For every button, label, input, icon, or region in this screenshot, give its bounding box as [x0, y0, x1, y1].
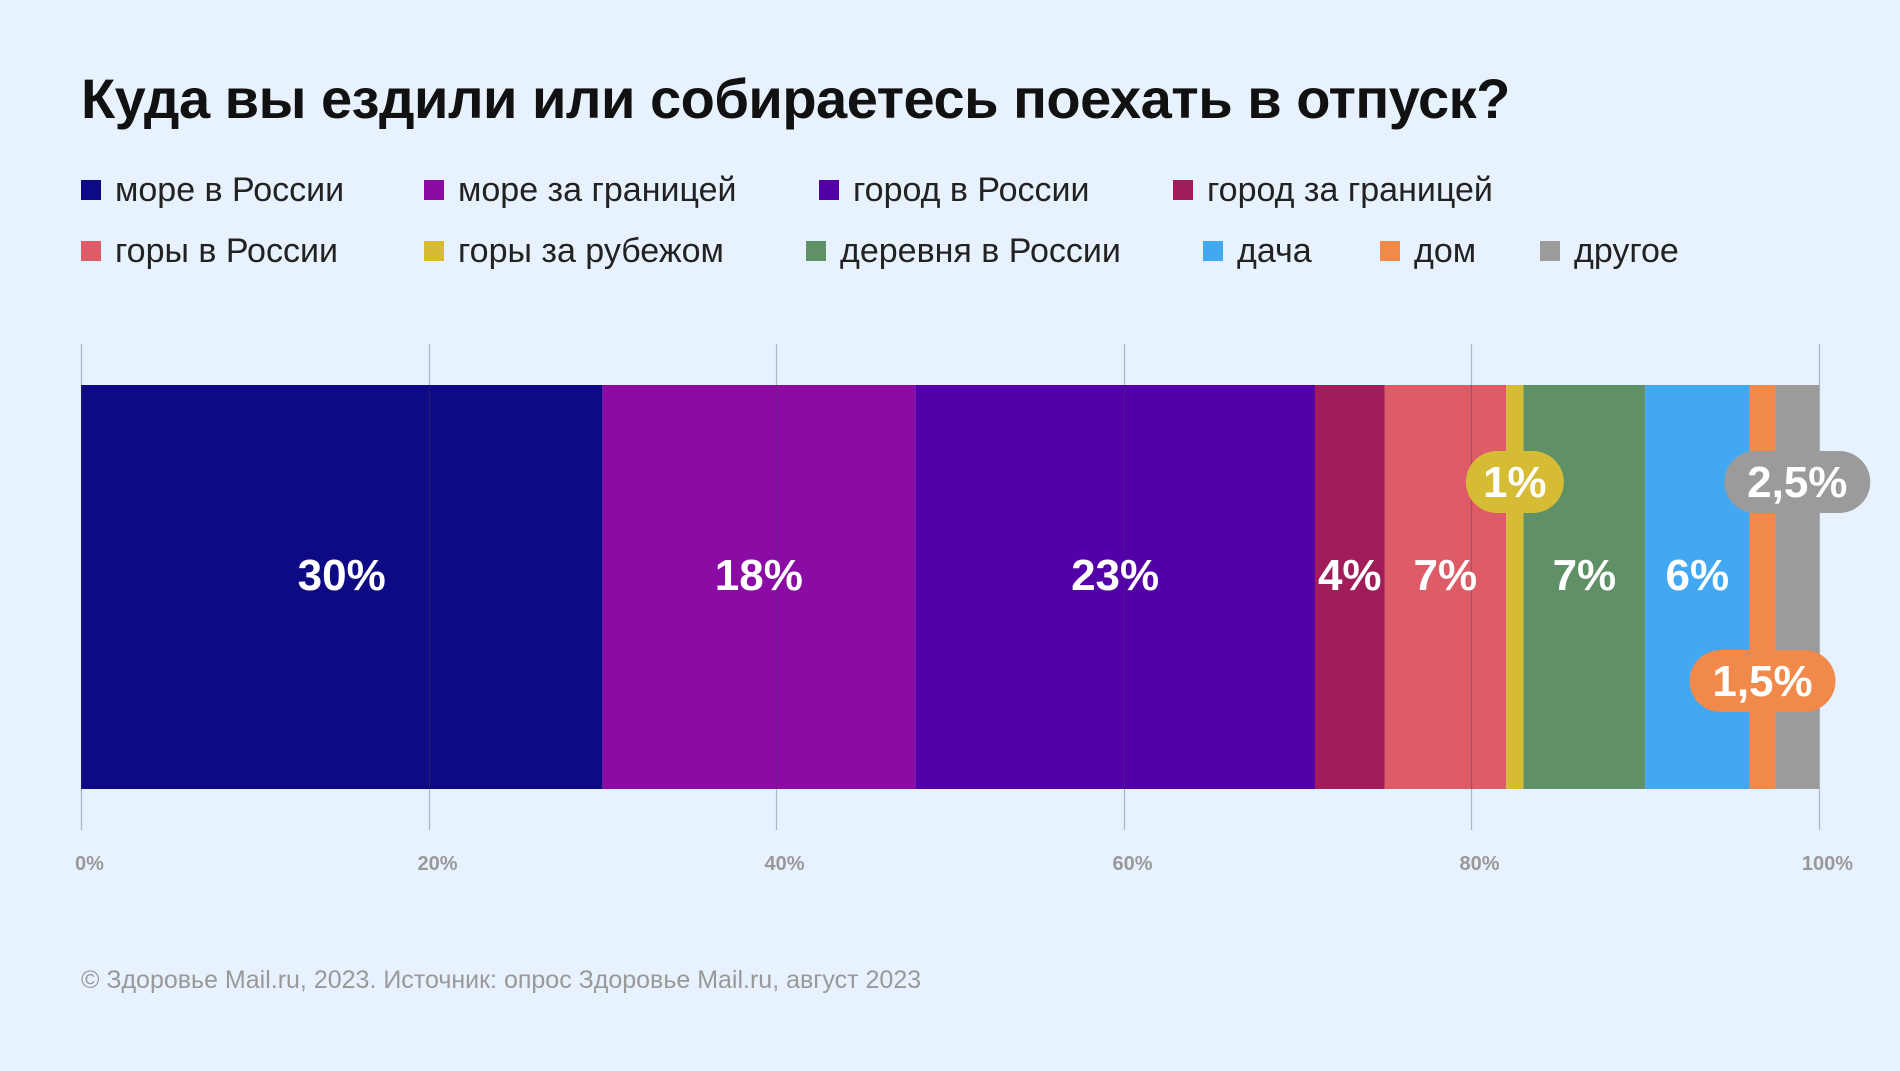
legend-swatch — [819, 180, 839, 200]
x-tick-label: 80% — [1459, 853, 1499, 875]
bar-segment — [602, 385, 916, 789]
data-label: 7% — [1553, 551, 1617, 600]
legend-item: горы за рубежом — [424, 231, 724, 271]
legend-swatch — [81, 241, 101, 261]
legend-swatch — [81, 180, 101, 200]
bar-segment — [1314, 385, 1385, 789]
legend-label: море в России — [115, 170, 345, 209]
legend-label: город за границей — [1207, 170, 1493, 209]
legend-label: горы в России — [115, 231, 338, 270]
x-tick-label: 40% — [764, 853, 804, 875]
legend-item: другое — [1540, 231, 1679, 271]
bar-segment — [81, 385, 603, 789]
data-label: 4% — [1318, 551, 1382, 600]
data-label: 18% — [715, 551, 803, 600]
legend-swatch — [1540, 241, 1560, 261]
bar-segment — [1384, 385, 1507, 789]
legend-item: горы в России — [81, 231, 338, 271]
legend-label: море за границей — [458, 170, 737, 209]
legend-label: дача — [1237, 231, 1312, 270]
bar-segment — [1506, 385, 1524, 789]
data-label: 2,5% — [1747, 458, 1847, 507]
legend-swatch — [806, 241, 826, 261]
bar-segment — [1749, 385, 1776, 789]
bar-segment — [1523, 385, 1646, 789]
data-label: 1% — [1483, 458, 1547, 507]
legend-swatch — [424, 241, 444, 261]
data-label: 23% — [1071, 551, 1159, 600]
legend-label: другое — [1574, 231, 1679, 270]
legend-label: город в России — [853, 170, 1090, 209]
bar-segment — [1645, 385, 1750, 789]
legend-item: дача — [1203, 231, 1312, 271]
legend-item: город в России — [819, 170, 1090, 210]
bar-segment — [1775, 385, 1819, 789]
legend-label: дом — [1414, 231, 1477, 270]
callout-pill — [1689, 650, 1836, 712]
legend-swatch — [424, 180, 444, 200]
callout-pill — [1465, 451, 1564, 513]
x-tick-label: 60% — [1112, 853, 1152, 875]
legend-label: деревня в России — [840, 231, 1121, 270]
legend-item: море за границей — [424, 170, 736, 210]
legend-swatch — [1173, 180, 1193, 200]
data-label: 1,5% — [1712, 657, 1812, 706]
data-label: 6% — [1666, 551, 1730, 600]
legend-item: город за границей — [1173, 170, 1493, 210]
x-tick-label: 20% — [417, 853, 457, 875]
data-label: 7% — [1414, 551, 1478, 600]
legend-item: дом — [1380, 231, 1476, 271]
chart-title: Куда вы ездили или собираетесь поехать в… — [81, 67, 1510, 130]
x-tick-label: 0% — [75, 853, 104, 875]
source-footer: © Здоровье Mail.ru, 2023. Источник: опро… — [81, 966, 922, 994]
legend-item: море в России — [81, 170, 344, 210]
callout-pill — [1724, 451, 1871, 513]
legend-swatch — [1203, 241, 1223, 261]
legend-item: деревня в России — [806, 231, 1121, 271]
x-tick-label: 100% — [1802, 853, 1853, 875]
bar-segment — [915, 385, 1315, 789]
data-label: 30% — [298, 551, 386, 600]
legend-swatch — [1380, 241, 1400, 261]
legend-label: горы за рубежом — [458, 231, 724, 270]
